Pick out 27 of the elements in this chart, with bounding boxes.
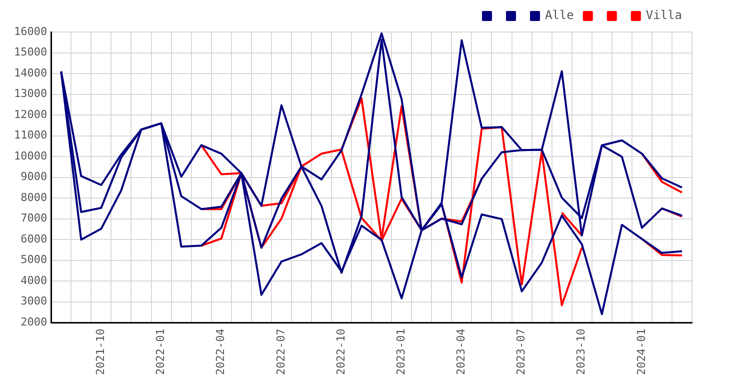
y-tick-label: 8000 xyxy=(20,190,48,204)
y-tick-label: 12000 xyxy=(14,108,48,121)
y-tick-label: 11000 xyxy=(14,128,48,142)
x-tick-label: 2023-10 xyxy=(574,328,588,375)
y-tick-label: 15000 xyxy=(14,46,48,59)
x-tick-label: 2023-04 xyxy=(454,328,468,375)
x-tick-label: 2023-01 xyxy=(394,328,408,375)
y-tick-label: 16000 xyxy=(14,24,48,38)
y-tick-label: 4000 xyxy=(20,274,48,287)
x-tick-label: 2022-07 xyxy=(274,328,288,375)
y-tick-label: 13000 xyxy=(14,87,48,100)
y-tick-label: 7000 xyxy=(20,212,48,225)
y-tick-label: 6000 xyxy=(20,232,48,246)
legend-label: Villa xyxy=(646,8,682,22)
y-tick-label: 10000 xyxy=(14,149,48,162)
y-tick-label: 9000 xyxy=(20,170,48,184)
y-tick-label: 2000 xyxy=(20,316,48,328)
x-tick-label: 2022-01 xyxy=(154,328,168,375)
y-tick-label: 3000 xyxy=(20,294,48,308)
x-tick-label: 2021-10 xyxy=(94,328,108,375)
y-tick-label: 14000 xyxy=(14,66,48,80)
x-tick-label: 2022-04 xyxy=(214,328,228,375)
x-tick-label: 2023-07 xyxy=(514,328,528,375)
x-tick-label: 2024-01 xyxy=(634,328,648,375)
y-tick-label: 5000 xyxy=(20,253,48,266)
legend-label: Alle xyxy=(544,8,574,22)
x-tick-label: 2022-10 xyxy=(334,328,348,375)
